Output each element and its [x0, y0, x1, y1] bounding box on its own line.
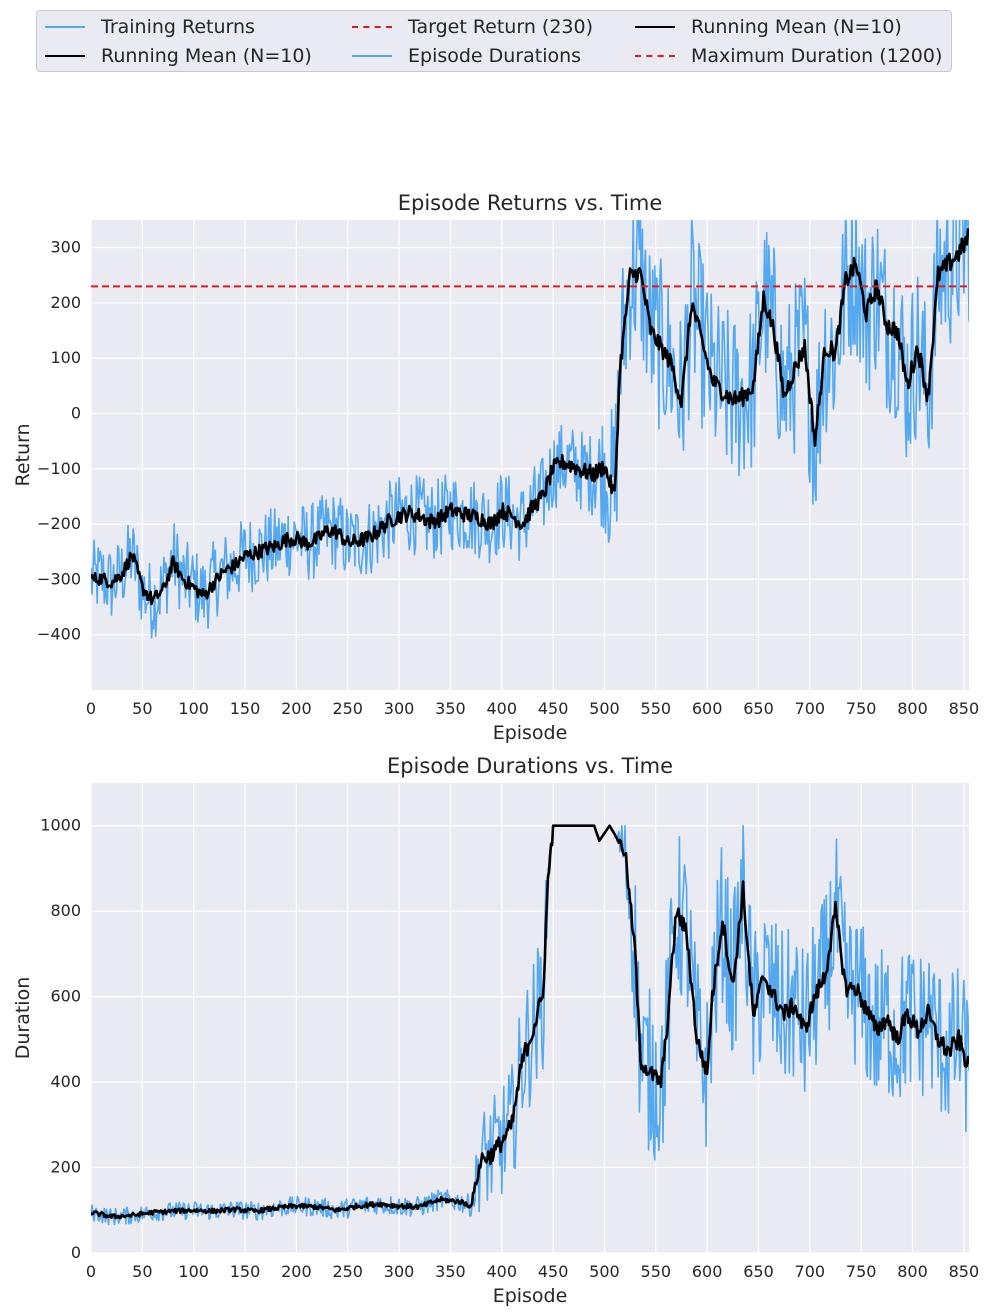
- x-tick-label: 750: [846, 699, 877, 718]
- legend-label: Maximum Duration (1200): [691, 45, 943, 67]
- x-axis-label: Episode: [493, 722, 568, 744]
- plot-area: [91, 783, 969, 1253]
- legend-item-maximum-duration: Maximum Duration (1200): [635, 44, 942, 68]
- x-tick-label: 600: [692, 1262, 723, 1281]
- y-axis-label: Duration: [12, 977, 34, 1060]
- x-tick-label: 250: [332, 1262, 363, 1281]
- plot-area: [91, 220, 969, 690]
- x-tick-label: 650: [743, 1262, 774, 1281]
- x-tick-label: 650: [743, 699, 774, 718]
- x-tick-label: 100: [178, 699, 209, 718]
- y-tick-label: −100: [37, 459, 81, 478]
- y-tick-label: 200: [50, 293, 81, 312]
- legend-swatch: [45, 26, 85, 28]
- x-tick-label: 300: [384, 1262, 415, 1281]
- legend-item-running-mean-returns: Running Mean (N=10): [45, 44, 312, 68]
- series-line-raw: [91, 220, 969, 639]
- x-tick-label: 200: [281, 1262, 312, 1281]
- x-tick-label: 550: [641, 1262, 672, 1281]
- x-tick-label: 50: [132, 699, 152, 718]
- y-tick-label: −400: [37, 625, 81, 644]
- y-tick-label: 100: [50, 348, 81, 367]
- y-tick-label: 300: [50, 238, 81, 257]
- x-tick-label: 850: [949, 699, 980, 718]
- y-tick-label: −300: [37, 569, 81, 588]
- y-tick-label: 1000: [40, 816, 81, 835]
- x-tick-label: 250: [332, 699, 363, 718]
- x-tick-label: 350: [435, 699, 466, 718]
- x-tick-label: 700: [795, 1262, 826, 1281]
- legend-label: Running Mean (N=10): [691, 16, 902, 38]
- legend-item-running-mean-durations: Running Mean (N=10): [635, 15, 902, 39]
- x-tick-label: 400: [486, 1262, 517, 1281]
- x-tick-label: 700: [795, 699, 826, 718]
- x-tick-label: 450: [538, 1262, 569, 1281]
- x-tick-label: 150: [230, 1262, 261, 1281]
- legend-label: Training Returns: [101, 16, 255, 38]
- y-tick-label: 200: [50, 1158, 81, 1177]
- series-line-raw: [91, 824, 969, 1226]
- x-tick-label: 150: [230, 699, 261, 718]
- y-tick-label: 0: [71, 1243, 81, 1262]
- chart-title: Episode Returns vs. Time: [398, 191, 663, 215]
- x-tick-label: 0: [86, 1262, 96, 1281]
- x-axis-label: Episode: [493, 1285, 568, 1307]
- legend-swatch: [635, 26, 675, 28]
- series-line-running-mean: [91, 228, 969, 606]
- legend-swatch: [352, 26, 392, 28]
- y-tick-label: 0: [71, 404, 81, 423]
- chart-legend: Training Returns Running Mean (N=10) Tar…: [36, 10, 952, 72]
- series-line-running-mean: [91, 824, 969, 1220]
- y-tick-label: −200: [37, 514, 81, 533]
- x-tick-label: 200: [281, 699, 312, 718]
- x-tick-label: 500: [589, 1262, 620, 1281]
- x-tick-label: 750: [846, 1262, 877, 1281]
- legend-label: Episode Durations: [408, 45, 582, 67]
- legend-item-target-return: Target Return (230): [352, 15, 593, 39]
- x-tick-label: 800: [897, 1262, 928, 1281]
- x-tick-label: 0: [86, 699, 96, 718]
- y-axis-label: Return: [12, 423, 34, 486]
- x-tick-label: 850: [949, 1262, 980, 1281]
- y-tick-label: 600: [50, 987, 81, 1006]
- legend-item-training-returns: Training Returns: [45, 15, 255, 39]
- y-tick-label: 800: [50, 901, 81, 920]
- x-tick-label: 800: [897, 699, 928, 718]
- legend-item-episode-durations: Episode Durations: [352, 44, 581, 68]
- y-tick-label: 400: [50, 1072, 81, 1091]
- x-tick-label: 600: [692, 699, 723, 718]
- chart-title: Episode Durations vs. Time: [387, 754, 673, 778]
- x-tick-label: 500: [589, 699, 620, 718]
- legend-label: Target Return (230): [408, 16, 593, 38]
- x-tick-label: 100: [178, 1262, 209, 1281]
- x-tick-label: 50: [132, 1262, 152, 1281]
- legend-swatch: [635, 55, 675, 57]
- x-tick-label: 350: [435, 1262, 466, 1281]
- legend-swatch: [352, 55, 392, 57]
- legend-swatch: [45, 55, 85, 57]
- x-tick-label: 450: [538, 699, 569, 718]
- x-tick-label: 400: [486, 699, 517, 718]
- legend-label: Running Mean (N=10): [101, 45, 312, 67]
- x-tick-label: 550: [641, 699, 672, 718]
- x-tick-label: 300: [384, 699, 415, 718]
